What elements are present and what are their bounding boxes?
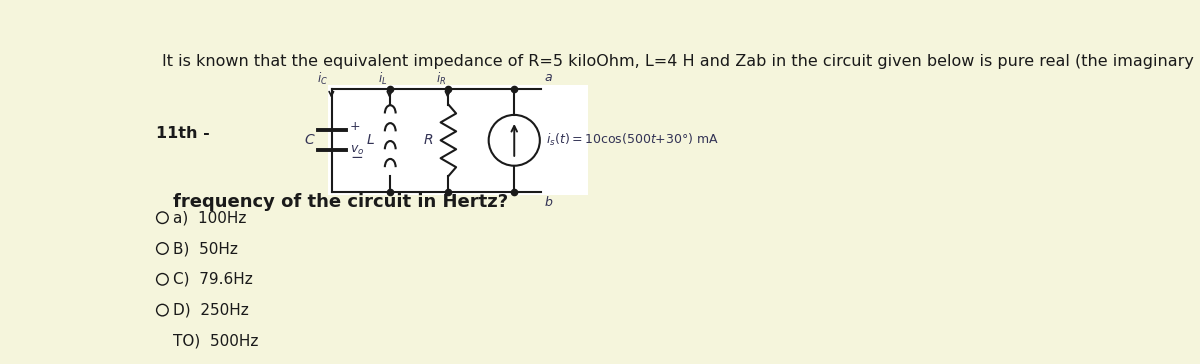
- Text: D)  250Hz: D) 250Hz: [173, 302, 250, 318]
- Text: C)  79.6Hz: C) 79.6Hz: [173, 272, 253, 287]
- Text: a)  100Hz: a) 100Hz: [173, 210, 247, 225]
- Text: 11th -: 11th -: [156, 126, 210, 141]
- Text: +: +: [350, 120, 360, 133]
- Text: $v_o$: $v_o$: [350, 144, 365, 157]
- Text: $i_R$: $i_R$: [436, 71, 445, 87]
- FancyBboxPatch shape: [329, 85, 588, 195]
- Text: b: b: [545, 196, 552, 209]
- Text: $i_L$: $i_L$: [378, 71, 388, 87]
- Text: L: L: [367, 133, 374, 147]
- Text: It is known that the equivalent impedance of R=5 kiloOhm, L=4 H and Zab in the c: It is known that the equivalent impedanc…: [162, 55, 1200, 70]
- Text: $i_s(t){=}10\cos(500t{+}30°)$ mA: $i_s(t){=}10\cos(500t{+}30°)$ mA: [546, 132, 719, 149]
- Text: frequency of the circuit in Hertz?: frequency of the circuit in Hertz?: [173, 193, 509, 211]
- Text: R: R: [424, 133, 433, 147]
- Text: C: C: [305, 133, 314, 147]
- Text: a: a: [545, 71, 552, 84]
- Text: TO)  500Hz: TO) 500Hz: [173, 333, 259, 348]
- Text: B)  50Hz: B) 50Hz: [173, 241, 238, 256]
- Text: $i_C$: $i_C$: [317, 71, 329, 87]
- Text: −: −: [350, 150, 362, 165]
